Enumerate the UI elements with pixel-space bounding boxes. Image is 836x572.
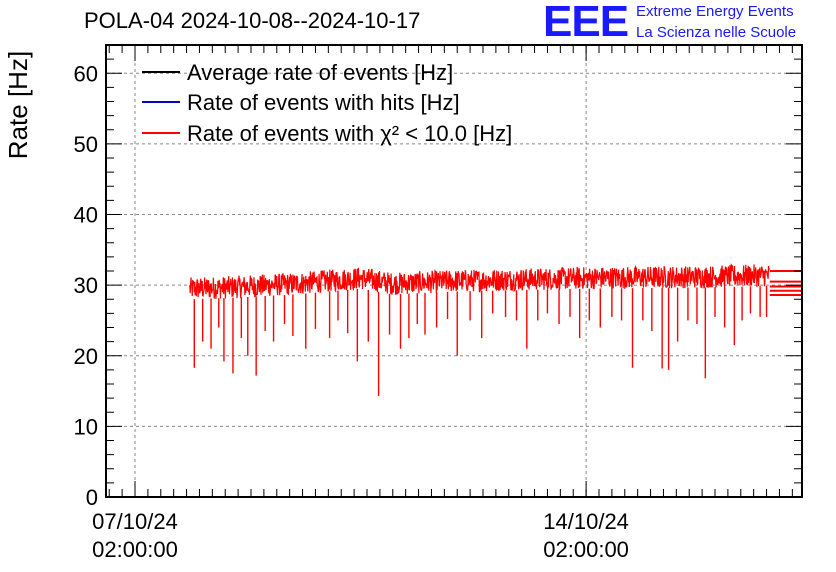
x-tick-label-time: 02:00:00: [92, 537, 178, 562]
data-layer: [189, 263, 802, 397]
y-tick-label: 30: [74, 273, 98, 298]
x-tick-label-date: 07/10/24: [92, 509, 178, 534]
legend-entry: Rate of events with hits [Hz]: [187, 90, 460, 115]
logo-subtitle-line-2: La Scienza nelle Scuole: [636, 24, 797, 41]
axis-layer: 0 10 20 30 40 50 60 07/10/24 02:00:00 14/10/24 02:…: [74, 44, 803, 562]
y-tick-label: 50: [74, 132, 98, 157]
legend-entry: Average rate of events [Hz]: [187, 60, 453, 85]
chart-title: POLA-04 2024-10-08--2024-10-17: [84, 8, 421, 33]
eee-logo: EEE: [543, 0, 629, 46]
y-tick-label: 20: [74, 344, 98, 369]
x-tick-label-time: 02:00:00: [543, 537, 629, 562]
y-tick-label: 40: [74, 203, 98, 228]
legend-entry: Rate of events with χ² < 10.0 [Hz]: [187, 121, 512, 146]
chi2-rate-series: [189, 263, 771, 299]
y-tick-label: 0: [86, 485, 98, 510]
logo-subtitle-line-1: Extreme Energy Events: [636, 3, 794, 20]
x-tick-label-date: 14/10/24: [543, 509, 629, 534]
y-tick-label: 60: [74, 61, 98, 86]
y-tick-label: 10: [74, 414, 98, 439]
chart-legend: Average rate of events [Hz] Rate of event…: [142, 60, 512, 146]
y-axis-label: Rate [Hz]: [3, 51, 33, 159]
